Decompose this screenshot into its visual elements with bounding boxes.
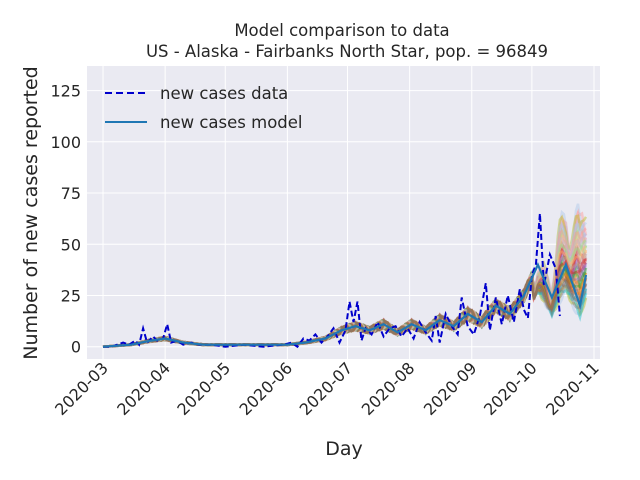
y-tick-label: 100 (50, 133, 81, 152)
x-axis-ticks: 2020-03 2020-04 2020-05 2020-06 2020-07 2020-… (51, 358, 603, 419)
x-tick-label: 2020-10 (480, 358, 541, 419)
chart-subtitle: US - Alaska - Fairbanks North Star, pop.… (146, 42, 548, 61)
x-tick-label: 2020-04 (113, 358, 174, 419)
y-tick-label: 0 (71, 338, 81, 357)
x-tick-label: 2020-08 (358, 358, 419, 419)
series-line-data (103, 213, 561, 349)
x-tick-label: 2020-09 (420, 358, 481, 419)
series-lines (102, 213, 588, 349)
grid-lines (87, 66, 600, 359)
y-tick-label: 25 (61, 286, 81, 305)
y-tick-label: 125 (50, 82, 81, 101)
legend: new cases data new cases model (105, 84, 303, 132)
x-tick-label: 2020-05 (173, 358, 234, 419)
x-tick-label: 2020-07 (296, 358, 357, 419)
x-tick-label: 2020-06 (236, 358, 297, 419)
legend-label-data: new cases data (160, 84, 288, 103)
x-tick-label: 2020-03 (51, 358, 112, 419)
y-tick-label: 50 (61, 235, 81, 254)
y-axis-label: Number of new cases reported (20, 66, 42, 359)
plot-area (87, 66, 600, 359)
series-line-model (102, 261, 588, 348)
x-tick-label: 2020-11 (542, 358, 603, 419)
chart-title: Model comparison to data (234, 21, 449, 40)
legend-label-model: new cases model (160, 113, 303, 132)
y-axis-ticks: 0 25 50 75 100 125 (50, 82, 81, 357)
x-axis-label: Day (325, 438, 363, 460)
y-tick-label: 75 (61, 184, 81, 203)
